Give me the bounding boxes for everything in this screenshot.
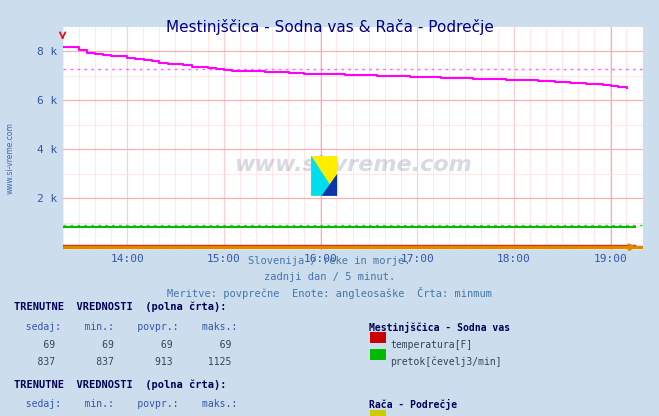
Text: zadnji dan / 5 minut.: zadnji dan / 5 minut. [264,272,395,282]
Text: TRENUTNE  VREDNOSTI  (polna črta):: TRENUTNE VREDNOSTI (polna črta): [14,379,227,390]
Text: www.si-vreme.com: www.si-vreme.com [234,155,471,175]
Text: sedaj:    min.:    povpr.:    maks.:: sedaj: min.: povpr.: maks.: [14,322,238,332]
Text: pretok[čevelj3/min]: pretok[čevelj3/min] [390,357,501,367]
Polygon shape [311,156,337,196]
Text: temperatura[F]: temperatura[F] [390,340,473,350]
Text: www.si-vreme.com: www.si-vreme.com [5,122,14,194]
Polygon shape [322,174,337,196]
Text: 837       837       913      1125: 837 837 913 1125 [14,357,232,366]
Text: TRENUTNE  VREDNOSTI  (polna črta):: TRENUTNE VREDNOSTI (polna črta): [14,302,227,312]
Text: Rača - Podrečje: Rača - Podrečje [369,399,457,411]
Text: sedaj:    min.:    povpr.:    maks.:: sedaj: min.: povpr.: maks.: [14,399,238,409]
Text: Slovenija / reke in morje.: Slovenija / reke in morje. [248,256,411,266]
Text: Mestinjščica - Sodna vas: Mestinjščica - Sodna vas [369,322,510,333]
Text: 69        69        69        69: 69 69 69 69 [14,340,232,350]
Text: Meritve: povprečne  Enote: angleosaške  Črta: minmum: Meritve: povprečne Enote: angleosaške Čr… [167,287,492,300]
Bar [311,156,337,196]
Text: Mestinjščica - Sodna vas & Rača - Podrečje: Mestinjščica - Sodna vas & Rača - Podreč… [165,19,494,35]
